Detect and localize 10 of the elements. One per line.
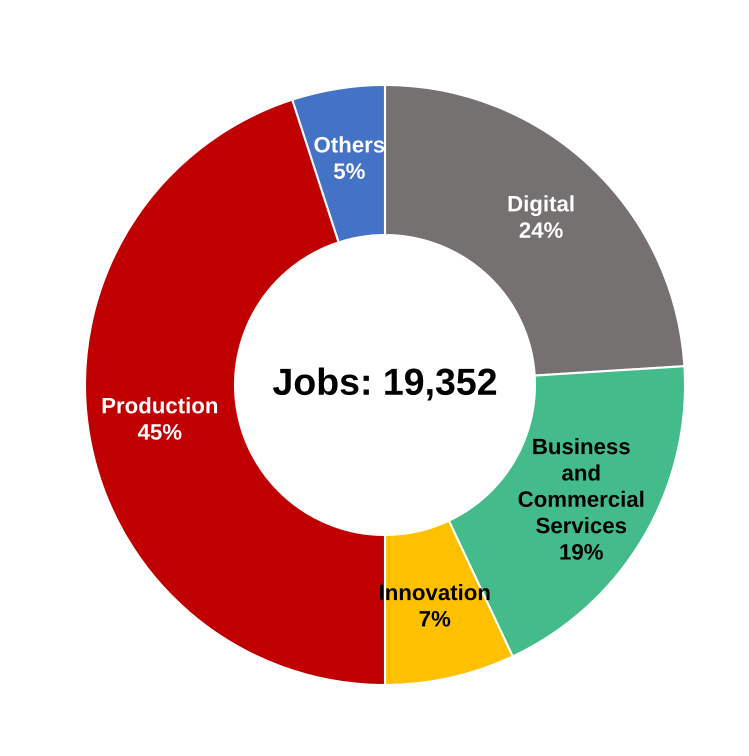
slice-label: Digital bbox=[508, 195, 574, 216]
data-label: 19% bbox=[560, 544, 603, 560]
slice-label: Production bbox=[102, 397, 218, 414]
slice-label: Others bbox=[314, 136, 384, 153]
data-label: 7% bbox=[420, 610, 450, 627]
data-label: 24% bbox=[520, 222, 563, 238]
data-label: 45% bbox=[138, 424, 182, 440]
slice-label: Business and Commercial Services bbox=[518, 438, 644, 534]
data-label: 5% bbox=[334, 163, 365, 179]
text: Jobs: 19,352 bbox=[273, 368, 496, 401]
